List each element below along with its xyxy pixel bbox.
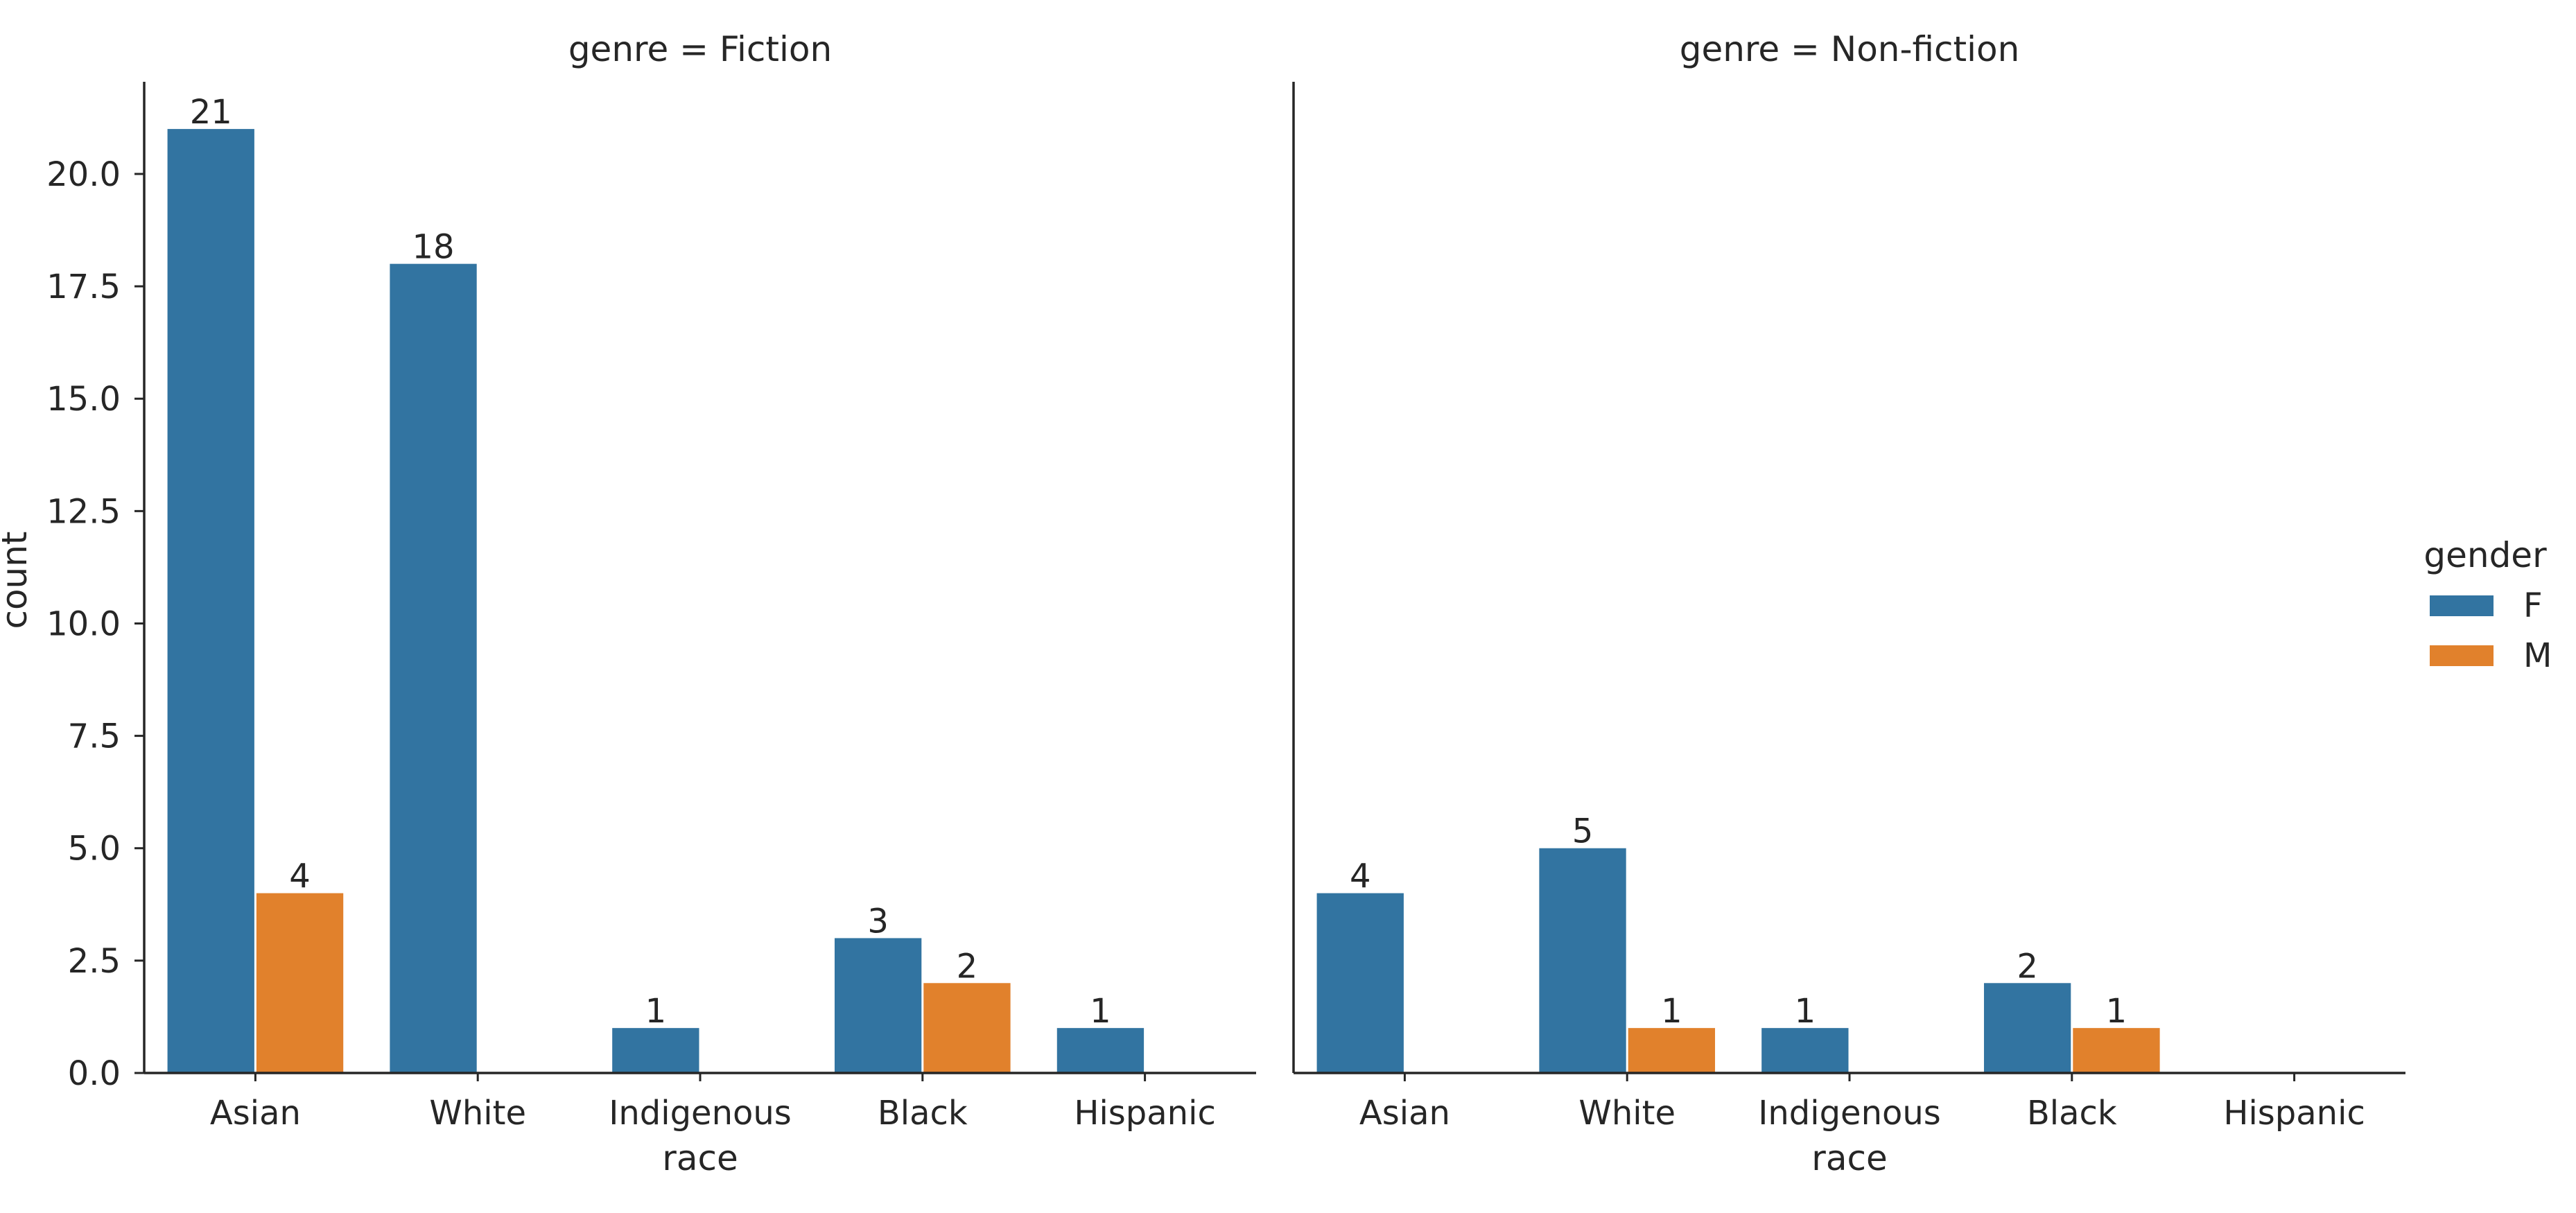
legend-label-M: M xyxy=(2523,636,2552,675)
bar-F-asian xyxy=(1316,893,1404,1073)
bar-value-label: 2 xyxy=(957,947,978,986)
bar-value-label: 3 xyxy=(867,902,889,941)
x-tick-label: Hispanic xyxy=(1074,1094,1215,1133)
bar-value-label: 1 xyxy=(1661,992,1682,1031)
x-tick-label: Indigenous xyxy=(609,1094,792,1133)
x-axis-title: race xyxy=(1811,1138,1887,1178)
facet-2: genre = Non-fiction 4 5 1 2 1 1 Asian White Indig… xyxy=(1292,29,2405,1178)
bar-F-indigenous xyxy=(1761,1028,1849,1073)
bar-M-asian xyxy=(256,893,344,1073)
bar-value-label: 1 xyxy=(2106,992,2127,1031)
legend-swatch-F xyxy=(2430,595,2494,616)
bar-value-label: 1 xyxy=(1090,992,1111,1031)
legend: gender FM xyxy=(2423,535,2552,675)
bar-value-label: 1 xyxy=(1795,992,1816,1031)
facet-title: genre = Non-fiction xyxy=(1680,29,2020,69)
y-tick-label: 20.0 xyxy=(46,155,121,194)
x-tick-label: Asian xyxy=(210,1094,301,1133)
y-axis-title: count xyxy=(0,531,35,629)
bar-M-white xyxy=(1628,1028,1716,1073)
bar-M-black xyxy=(2073,1028,2160,1073)
x-axis-title: race xyxy=(662,1138,738,1178)
y-tick-label: 15.0 xyxy=(46,380,121,419)
y-tick-label: 17.5 xyxy=(46,268,121,306)
x-tick-label: Indigenous xyxy=(1758,1094,1941,1133)
x-tick-label: Hispanic xyxy=(2223,1094,2365,1133)
y-tick-label: 12.5 xyxy=(46,492,121,531)
bar-value-label: 18 xyxy=(412,228,455,267)
x-tick-label: Black xyxy=(878,1094,968,1133)
y-tick-label: 2.5 xyxy=(68,942,121,981)
x-tick-label: White xyxy=(1578,1094,1676,1133)
bar-value-label: 2 xyxy=(2017,947,2038,986)
y-tick-label: 10.0 xyxy=(46,604,121,643)
bar-value-label: 4 xyxy=(1350,857,1371,896)
x-tick-label: White xyxy=(429,1094,526,1133)
bar-F-hispanic xyxy=(1056,1028,1145,1073)
bar-M-black xyxy=(923,983,1011,1073)
bar-F-asian xyxy=(167,129,254,1074)
bar-F-black xyxy=(1983,983,2071,1073)
bar-F-black xyxy=(834,938,922,1073)
y-tick-label: 5.0 xyxy=(68,830,121,869)
facet-title: genre = Fiction xyxy=(568,29,832,69)
legend-label-F: F xyxy=(2523,586,2543,625)
legend-title: gender xyxy=(2423,535,2547,575)
bar-F-white xyxy=(390,263,477,1073)
x-tick-label: Black xyxy=(2027,1094,2117,1133)
bar-F-white xyxy=(1539,848,1626,1073)
bar-F-indigenous xyxy=(612,1028,699,1073)
facet-1: genre = Fiction 21 18 1 3 1 4 2 Asian White Indige… xyxy=(143,29,1256,1178)
bar-value-label: 4 xyxy=(289,857,311,896)
bar-value-label: 21 xyxy=(190,93,232,132)
bar-value-label: 1 xyxy=(645,992,667,1031)
x-tick-label: Asian xyxy=(1359,1094,1450,1133)
y-tick-label: 0.0 xyxy=(68,1054,121,1093)
bar-value-label: 5 xyxy=(1572,812,1594,851)
legend-swatch-M xyxy=(2430,645,2494,666)
facets-group: 0.0 2.5 5.0 7.5 10.0 12.5 15.0 17.5 20.0 genre = … xyxy=(46,29,2405,1178)
y-tick-label: 7.5 xyxy=(68,717,121,756)
